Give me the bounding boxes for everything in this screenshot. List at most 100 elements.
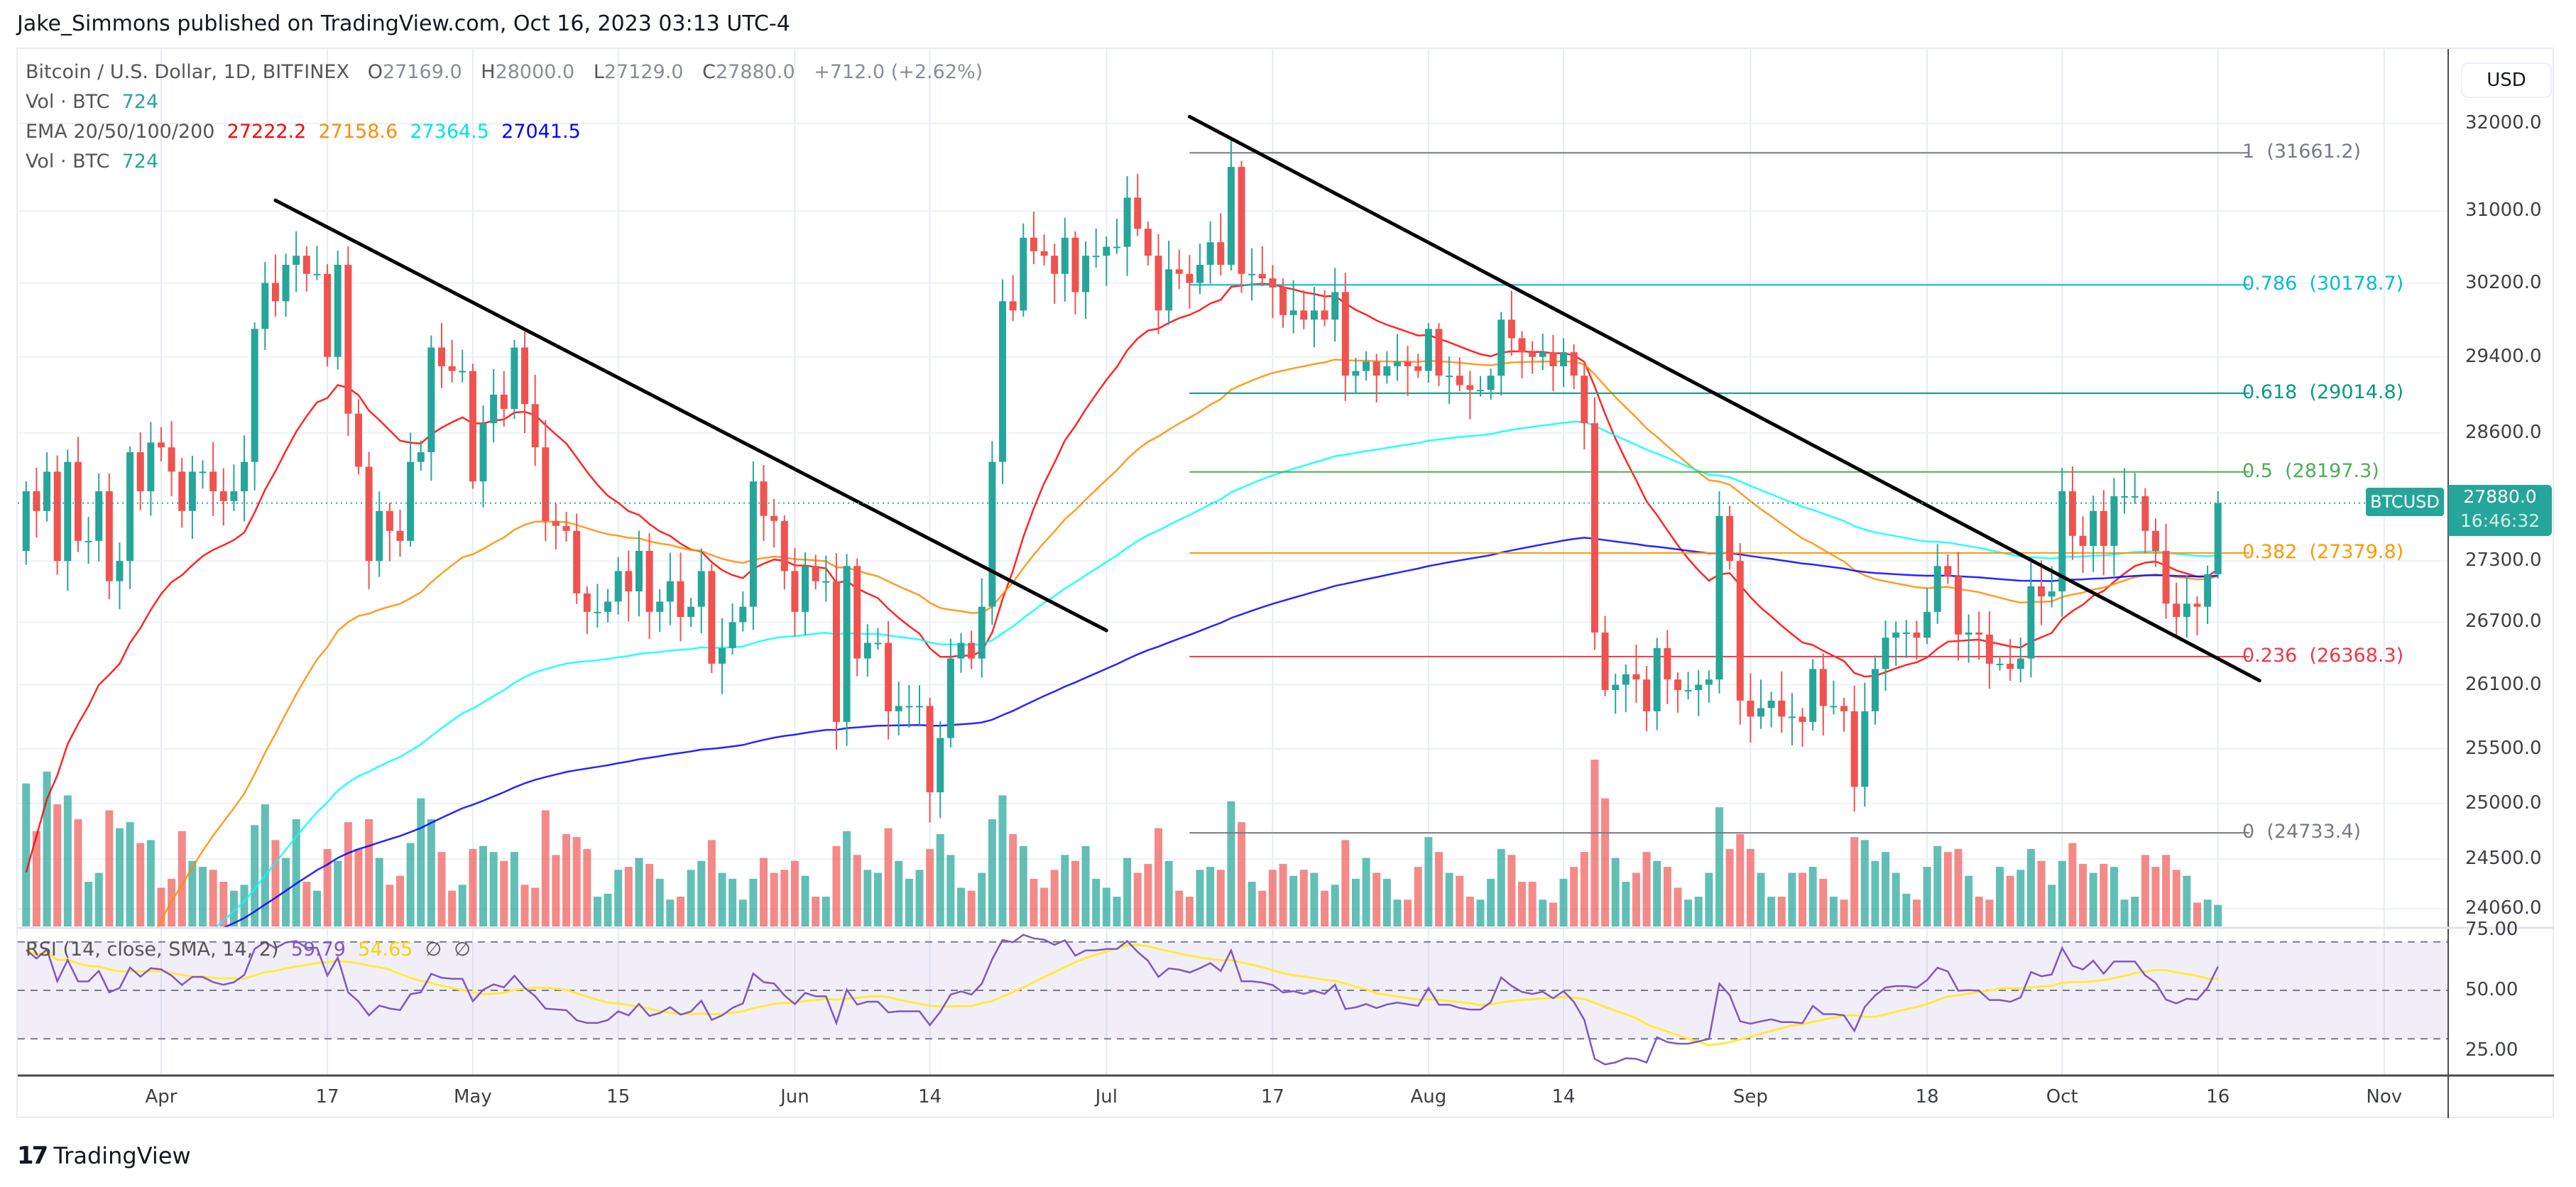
open-value: 27169.0	[383, 61, 462, 83]
volume-bar	[1840, 899, 1848, 926]
candle-body	[832, 581, 840, 722]
ema-legend[interactable]: EMA 20/50/100/200 27222.2 27158.6 27364.…	[26, 121, 581, 143]
candle	[1954, 552, 1962, 661]
candle	[770, 498, 778, 548]
volume-bar	[552, 855, 560, 926]
candle	[1913, 620, 1921, 660]
candle-body	[230, 491, 238, 501]
volume-bar	[1164, 860, 1173, 926]
price-tick-label: 24060.0	[2465, 897, 2542, 919]
time-tick-label: Sep	[1732, 1086, 1768, 1107]
candle	[915, 685, 923, 726]
candle-body	[313, 273, 321, 275]
volume-bar	[1829, 897, 1838, 926]
candle	[874, 628, 882, 650]
volume-bar	[448, 890, 457, 926]
volume-bar	[614, 870, 623, 926]
candle-body	[1809, 669, 1817, 722]
candle-body	[521, 347, 529, 405]
candle	[832, 553, 840, 750]
candle-body	[2079, 535, 2087, 546]
candle	[1424, 323, 1432, 383]
candle	[905, 685, 913, 728]
candle	[542, 420, 550, 542]
candle	[1487, 368, 1495, 400]
candle	[1549, 334, 1557, 392]
time-tick-label: 18	[1915, 1086, 1939, 1107]
candle-body	[2058, 491, 2066, 592]
candle	[261, 261, 269, 350]
candle-body	[438, 347, 445, 366]
candle-body	[1767, 700, 1775, 709]
candle	[531, 374, 539, 466]
volume-legend-2[interactable]: Vol · BTC 724	[26, 151, 158, 173]
candle-body	[822, 581, 830, 583]
volume-bar	[1860, 840, 1869, 926]
candle	[293, 231, 300, 292]
volume-bar	[812, 897, 820, 926]
volume-legend[interactable]: Vol · BTC 724	[26, 91, 158, 113]
candle	[780, 515, 788, 590]
candle-body	[1051, 256, 1059, 274]
candle-body	[1892, 632, 1900, 638]
volume-bar	[1196, 870, 1204, 926]
time-tick-label: 15	[606, 1086, 631, 1107]
candle-body	[1123, 197, 1131, 247]
high-label: H	[481, 61, 496, 83]
candle	[22, 481, 30, 565]
volume-bar	[1674, 887, 1682, 926]
candle	[625, 550, 633, 622]
candle-body	[1352, 371, 1360, 376]
price-tick-label: 24500.0	[2465, 847, 2542, 869]
candle-body	[802, 566, 809, 612]
candle	[728, 603, 736, 655]
candle	[2079, 516, 2087, 574]
candle-body	[656, 601, 664, 612]
rsi-pane	[18, 934, 2448, 1066]
volume-value: 724	[121, 91, 159, 113]
candle-body	[1030, 237, 1037, 251]
volume-bar	[406, 843, 415, 926]
volume-bar	[1892, 873, 1900, 926]
candle	[1726, 505, 1734, 570]
volume-bar	[1071, 860, 1079, 926]
volume-bar	[1404, 899, 1412, 926]
volume-bar	[572, 837, 581, 926]
volume-bar	[562, 833, 571, 926]
candle	[1248, 248, 1256, 301]
candle	[1206, 221, 1214, 284]
candle-body	[1882, 638, 1889, 669]
volume-bar	[624, 867, 633, 926]
candle-body	[1622, 674, 1630, 685]
volume-bar	[2048, 885, 2056, 926]
candle	[1310, 287, 1318, 347]
candle	[469, 363, 476, 489]
volume-bar	[593, 897, 601, 926]
candle	[1103, 236, 1110, 286]
volume-bar	[1487, 878, 1495, 926]
candle	[1289, 280, 1297, 334]
chart-frame	[16, 48, 2554, 1118]
currency-button[interactable]: USD	[2461, 62, 2552, 98]
candle	[697, 548, 705, 634]
candle	[1788, 693, 1796, 746]
volume-bar	[1725, 848, 1734, 926]
candle	[1456, 357, 1463, 392]
time-tick-label: 14	[918, 1086, 942, 1107]
price-tick-label: 27300.0	[2465, 549, 2542, 571]
candle	[1529, 341, 1537, 374]
tradingview-logo[interactable]: 17 TradingView	[17, 1142, 191, 1170]
candle-body	[1300, 310, 1308, 320]
candle-body	[448, 366, 456, 371]
candle	[2151, 518, 2159, 567]
candle-body	[1674, 679, 1681, 690]
volume-bar	[853, 855, 861, 926]
candle-body	[2007, 663, 2014, 669]
candle-body	[22, 491, 30, 551]
volume-bar	[427, 819, 435, 926]
symbol-legend[interactable]: Bitcoin / U.S. Dollar, 1D, BITFINEX O271…	[26, 61, 995, 83]
candle	[1227, 138, 1235, 271]
candle-body	[1165, 269, 1173, 311]
rsi-legend[interactable]: RSI (14, close, SMA, 14, 2) 59.79 54.65 …	[26, 939, 471, 961]
